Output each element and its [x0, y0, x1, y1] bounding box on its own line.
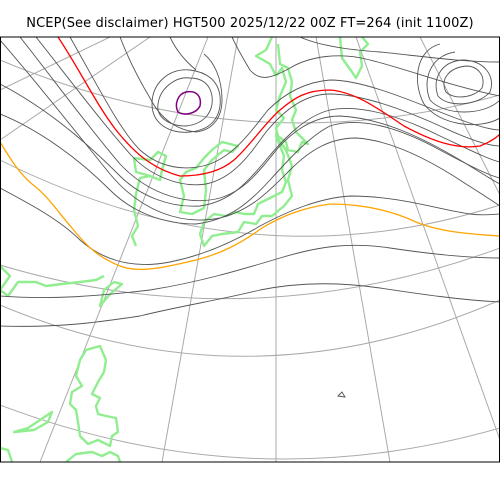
parallel — [1, 247, 499, 300]
coastline — [1, 447, 14, 462]
contour-line — [19, 37, 499, 202]
contour-line — [1, 84, 499, 207]
coastline — [130, 174, 151, 247]
meridian — [315, 37, 391, 462]
contour-line — [1, 283, 499, 327]
contour-line-5100 — [57, 37, 499, 177]
meridian — [39, 37, 209, 462]
contour-line — [417, 43, 499, 126]
coastline — [1, 265, 105, 298]
contour-line — [337, 391, 346, 398]
contour-line — [435, 59, 492, 105]
chart-title: NCEP(See disclaimer) HGT500 2025/12/22 0… — [26, 16, 474, 31]
coastline — [65, 450, 122, 462]
meridian — [355, 37, 499, 439]
meridian — [161, 37, 239, 462]
height-contours — [1, 37, 499, 398]
coastline — [178, 140, 240, 216]
contour-line — [299, 37, 499, 63]
coastline — [12, 410, 54, 434]
contour-5100 — [57, 37, 499, 177]
contour-line — [157, 77, 213, 127]
coastline — [132, 150, 168, 182]
meridian — [419, 37, 499, 195]
contour-line-5400 — [1, 142, 499, 270]
meridian — [1, 37, 111, 91]
coastline — [254, 37, 310, 154]
contour-line — [231, 37, 499, 97]
contour-line — [35, 37, 499, 186]
contour-line — [169, 37, 197, 71]
coastline — [198, 134, 294, 248]
coastline — [98, 280, 124, 308]
contour-4800 — [175, 90, 202, 115]
contour-5400 — [1, 142, 499, 270]
contour-line — [1, 40, 499, 221]
contour-line — [443, 65, 484, 98]
contour-line — [1, 244, 499, 299]
parallel — [1, 404, 499, 460]
parallel — [1, 159, 499, 237]
graticule — [1, 37, 499, 462]
contour-line — [119, 37, 223, 133]
plot-frame — [0, 36, 500, 463]
parallel — [1, 59, 499, 124]
meridian — [1, 37, 151, 140]
contour-line — [1, 113, 499, 225]
coastlines — [1, 37, 370, 462]
contour-line — [426, 51, 499, 113]
coastline — [68, 344, 120, 448]
contour-line — [1, 188, 499, 265]
contour-line — [69, 37, 499, 169]
coastline — [338, 37, 370, 80]
contour-line — [151, 69, 221, 133]
contour-line-4800 — [175, 90, 202, 115]
parallel — [1, 299, 499, 357]
